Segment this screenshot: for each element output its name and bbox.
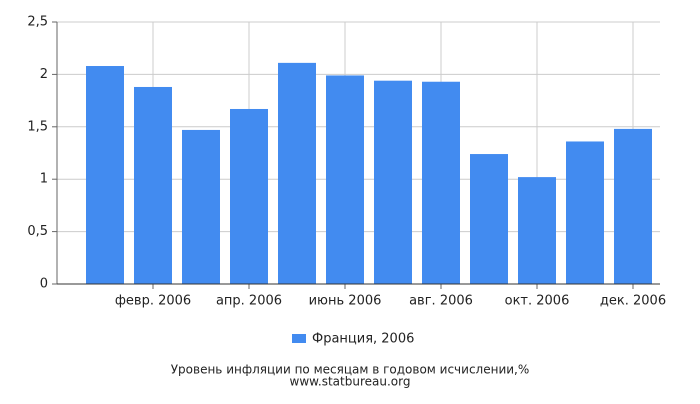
y-tick-label: 0,5 bbox=[27, 224, 48, 239]
x-tick-label: авг. 2006 bbox=[409, 294, 473, 309]
bar bbox=[326, 75, 364, 284]
y-tick-label: 2 bbox=[40, 67, 48, 82]
legend-swatch bbox=[292, 334, 306, 343]
chart-title: Уровень инфляции по месяцам в годовом ис… bbox=[171, 363, 530, 377]
bar bbox=[182, 129, 220, 284]
bar bbox=[230, 108, 268, 284]
bar bbox=[470, 154, 508, 284]
bar bbox=[518, 177, 556, 284]
bar bbox=[86, 66, 124, 285]
y-tick-label: 2,5 bbox=[27, 15, 48, 30]
source: www.statbureau.org bbox=[290, 375, 411, 389]
x-tick-label: дек. 2006 bbox=[600, 294, 666, 309]
x-tick-label: апр. 2006 bbox=[216, 294, 282, 309]
bar bbox=[566, 141, 604, 284]
y-tick-label: 1 bbox=[40, 172, 48, 187]
y-tick-label: 1,5 bbox=[27, 119, 48, 134]
x-tick-label: июнь 2006 bbox=[309, 294, 382, 309]
y-tick-label: 0 bbox=[40, 277, 48, 292]
bar bbox=[422, 81, 460, 285]
bar bbox=[134, 86, 172, 284]
bar bbox=[614, 128, 652, 284]
legend-label: Франция, 2006 bbox=[312, 332, 414, 347]
x-tick-label: окт. 2006 bbox=[505, 294, 570, 309]
bar bbox=[374, 80, 412, 284]
bar bbox=[278, 62, 316, 284]
x-tick-label: февр. 2006 bbox=[115, 294, 191, 309]
